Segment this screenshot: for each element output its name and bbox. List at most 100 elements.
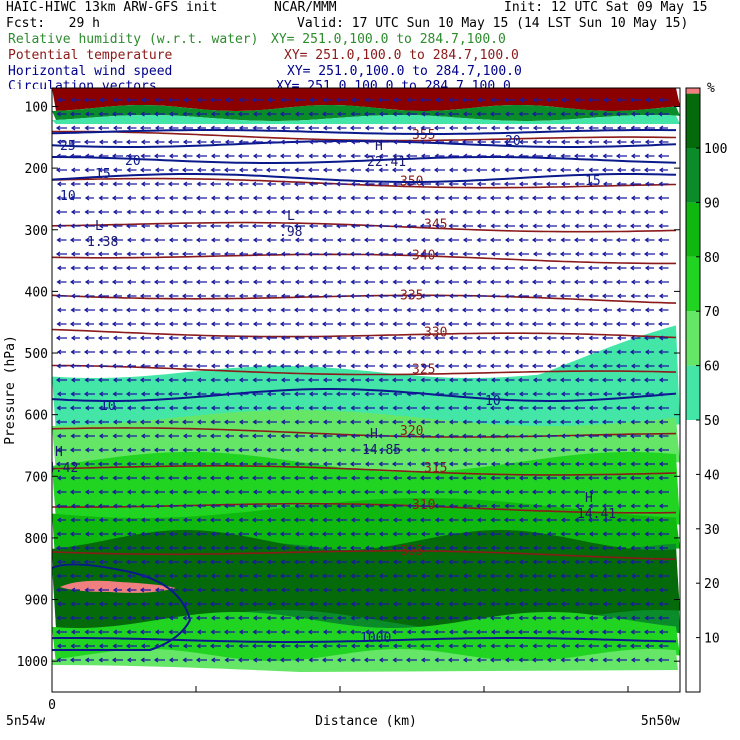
circulation-vector	[336, 209, 347, 215]
circulation-vector	[601, 503, 613, 509]
circulation-vector	[364, 545, 374, 551]
field-wind-name: Horizontal wind speed	[8, 64, 173, 79]
circulation-vector	[182, 601, 192, 607]
circulation-vector	[209, 517, 221, 523]
circulation-vector	[392, 447, 403, 453]
circulation-vector	[490, 391, 501, 397]
circulation-vector	[224, 405, 235, 411]
circulation-vector	[84, 251, 95, 257]
colorbar-segment-0	[686, 637, 700, 692]
circulation-vector	[448, 419, 458, 425]
circulation-vector	[629, 181, 641, 187]
circulation-vector	[182, 237, 193, 243]
circulation-vector	[476, 657, 487, 663]
circulation-vector	[475, 545, 487, 551]
circulation-vector	[126, 167, 137, 173]
circulation-vector	[154, 125, 164, 131]
circulation-vector	[461, 223, 473, 229]
circulation-vector	[644, 475, 654, 481]
circulation-vector	[448, 377, 458, 383]
circulation-vector	[154, 433, 165, 439]
circulation-vector	[490, 307, 501, 313]
circulation-vector	[126, 293, 137, 299]
circulation-vector	[630, 279, 640, 285]
circulation-vector	[336, 167, 347, 173]
circulation-vector	[391, 545, 403, 551]
circulation-vector	[322, 559, 333, 565]
circulation-vector	[615, 111, 627, 117]
circulation-vector	[181, 125, 193, 131]
circulation-vector	[364, 307, 375, 313]
isotach-5	[52, 637, 677, 643]
circulation-vector	[644, 139, 654, 145]
circulation-vector	[196, 293, 206, 299]
circulation-vector	[588, 321, 598, 327]
circulation-vector	[251, 265, 263, 271]
circulation-vector	[616, 391, 627, 397]
colorbar-label-30: 30	[704, 523, 720, 538]
circulation-vector	[573, 531, 585, 537]
circulation-vector	[630, 405, 640, 411]
circulation-vector	[462, 405, 472, 411]
circulation-vector	[503, 223, 515, 229]
circulation-vector	[462, 335, 473, 341]
circulation-vector	[462, 545, 473, 551]
circulation-vector	[182, 321, 193, 327]
circulation-vector	[55, 293, 67, 299]
circulation-vector	[475, 629, 487, 635]
circulation-vector	[112, 461, 122, 467]
circulation-vector	[98, 195, 109, 201]
circulation-vector	[489, 363, 501, 369]
circulation-vector	[532, 461, 542, 467]
circulation-vector	[294, 447, 304, 453]
circulation-vector	[545, 139, 557, 145]
circulation-vector	[630, 531, 640, 537]
circulation-vector	[168, 489, 178, 495]
circulation-vector	[350, 97, 360, 103]
circulation-vector	[392, 601, 402, 607]
circulation-vector	[181, 503, 193, 509]
circulation-vector	[98, 489, 109, 495]
circulation-vector	[588, 363, 598, 369]
circulation-vector	[321, 363, 333, 369]
circulation-vector	[111, 531, 123, 537]
circulation-vector	[97, 125, 109, 131]
circulation-vector	[154, 139, 165, 145]
circulation-vector	[475, 293, 487, 299]
circulation-vector	[336, 251, 347, 257]
circulation-vector	[462, 237, 472, 243]
circulation-vector	[350, 559, 360, 565]
circulation-vector	[139, 587, 151, 593]
circulation-vector	[476, 433, 486, 439]
circulation-vector	[364, 475, 375, 481]
circulation-vector	[364, 139, 375, 145]
circulation-vector	[307, 629, 319, 635]
circulation-vector	[433, 125, 445, 131]
circulation-vector	[349, 293, 361, 299]
circulation-vector	[461, 391, 473, 397]
circulation-vector	[70, 559, 81, 565]
circulation-vector	[602, 475, 612, 481]
circulation-vector	[391, 419, 403, 425]
circulation-vector	[392, 139, 402, 145]
circulation-vector	[182, 349, 192, 355]
circulation-vector	[420, 545, 431, 551]
circulation-vector	[98, 405, 109, 411]
circulation-vector	[195, 363, 207, 369]
circulation-vector	[336, 545, 347, 551]
circulation-vector	[490, 461, 500, 467]
circulation-vector	[97, 377, 109, 383]
circulation-vector	[406, 643, 417, 649]
circulation-vector	[420, 573, 430, 579]
circulation-vector	[224, 181, 234, 187]
circulation-vector	[294, 531, 304, 537]
circulation-vector	[602, 195, 613, 201]
circulation-vector	[196, 545, 206, 551]
circulation-vector	[252, 447, 262, 453]
circulation-vector	[546, 195, 556, 201]
circulation-vector	[518, 153, 529, 159]
circulation-vector	[531, 111, 543, 117]
circulation-vector	[112, 559, 123, 565]
circulation-vector	[112, 419, 122, 425]
extremum-value-1: .98	[279, 225, 302, 240]
